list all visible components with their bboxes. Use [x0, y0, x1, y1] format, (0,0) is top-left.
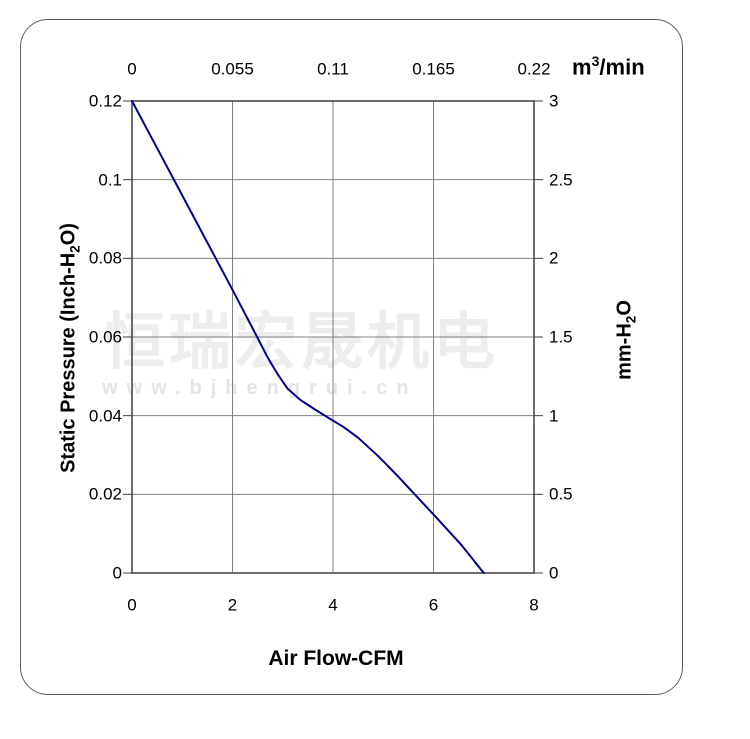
top-axis-tick-label: 0.165	[412, 59, 455, 79]
left-axis-tick-label: 0.12	[88, 91, 122, 111]
watermark-website: www.bjhengrui.cn	[102, 377, 418, 399]
top-axis-unit-label: m3/min	[572, 53, 645, 80]
top-axis-tick-label: 0	[127, 59, 137, 79]
right-axis-title-subscript: 2	[623, 315, 639, 324]
right-axis-tick-label: 3	[549, 91, 559, 111]
right-axis-title-post: O	[613, 300, 636, 316]
top-axis-tick-label: 0.22	[517, 59, 551, 79]
left-axis-tick-label: 0	[112, 563, 122, 583]
left-axis-tick-label: 0.08	[88, 248, 122, 268]
left-axis-tick-label: 0.06	[88, 327, 122, 347]
top-axis-unit-post: /min	[599, 54, 645, 80]
right-axis-tick-label: 1.5	[549, 327, 573, 347]
right-axis-tick-label: 0.5	[549, 484, 573, 504]
right-axis-tick-label: 1	[549, 406, 559, 426]
left-axis-title-pre: Static Pressure (Inch-H	[57, 252, 80, 473]
top-axis-tick-label: 0.055	[211, 59, 254, 79]
chart-border-frame	[20, 19, 683, 695]
left-axis-title-subscript: 2	[67, 245, 83, 253]
plot-frame	[131, 100, 535, 574]
bottom-axis-tick-label: 6	[428, 595, 439, 615]
left-axis-tick-label: 0.1	[98, 170, 122, 190]
bottom-axis-tick-label: 4	[328, 595, 338, 615]
top-axis-unit-superscript: 3	[591, 52, 600, 69]
pressure-flow-curve	[131, 100, 485, 574]
left-axis-tick-label: 0.04	[88, 406, 122, 426]
right-axis-tick-label: 2.5	[549, 170, 573, 190]
right-axis-title: mm-H2O	[614, 300, 639, 380]
top-axis-unit-pre: m	[572, 54, 592, 80]
right-axis-tick-label: 0	[549, 563, 559, 583]
left-axis-title: Static Pressure (Inch-H2O)	[58, 223, 83, 473]
right-axis-title-pre: mm-H	[613, 323, 636, 380]
right-axis-tick-label: 2	[549, 248, 559, 268]
left-axis-title-post: O)	[57, 223, 80, 246]
top-axis-tick-label: 0.11	[317, 59, 349, 79]
watermark-company-name: 恒瑞宏晟机电	[103, 308, 500, 377]
bottom-axis-tick-label: 0	[127, 595, 137, 615]
left-axis-tick-label: 0.02	[88, 484, 122, 504]
bottom-axis-title: Air Flow-CFM	[268, 647, 404, 670]
bottom-axis-tick-label: 2	[227, 595, 238, 615]
bottom-axis-tick-label: 8	[529, 595, 539, 615]
